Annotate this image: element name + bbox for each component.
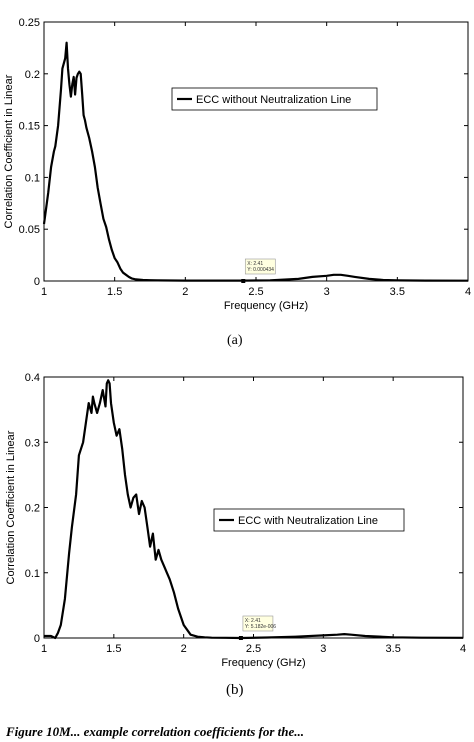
datatip-y-text: Y: 5.182e-006	[245, 624, 276, 630]
series-line-0	[42, 41, 469, 282]
datatip-box	[244, 258, 276, 275]
x-tick-label: 1	[41, 286, 47, 298]
legend-entry: ECC with Neutralization Line	[238, 515, 378, 527]
datatip-marker	[241, 279, 246, 283]
datatip-x-text: X: 2.41	[245, 618, 261, 624]
x-tick-label: 2.5	[246, 643, 261, 655]
y-axis-label: Correlation Coefficient in Linear	[3, 74, 15, 228]
x-tick-label: 3.5	[390, 286, 405, 298]
y-tick-label: 0.05	[19, 224, 40, 236]
plot-frame	[43, 21, 469, 282]
datatip-box	[242, 615, 274, 632]
x-tick-label: 2	[181, 643, 187, 655]
chart-panel-a: 1 1.5 2 2.5 3 3.5 4 0 0.05 0.1 0.15 0.2 0.25 Frequenc…	[3, 17, 471, 312]
x-axis-label: Frequency (GHz)	[224, 300, 308, 312]
series-line-0	[44, 379, 464, 640]
x-tick-label: 1.5	[107, 286, 122, 298]
y-tick-label: 0.2	[25, 69, 40, 81]
x-tick-label: 3.5	[386, 643, 401, 655]
y-tick-label: 0.25	[19, 17, 40, 29]
x-axis-label: Frequency (GHz)	[221, 657, 305, 669]
y-tick-label: 0.3	[25, 437, 40, 449]
x-tick-label: 1	[41, 643, 47, 655]
datatip-marker	[238, 636, 243, 640]
x-tick-label: 4	[465, 286, 471, 298]
y-tick-label: 0	[34, 276, 40, 288]
legend-box	[213, 508, 405, 532]
datatip-x-text: X: 2.41	[247, 261, 263, 267]
y-tick-label: 0.1	[25, 568, 40, 580]
y-axis-label: Correlation Coefficient in Linear	[5, 430, 17, 584]
y-tick-label: 0	[34, 633, 40, 645]
chart-panel-b: 1 1.5 2 2.5 3 3.5 4 0 0.1 0.2 0.3 0.4 Frequency (GHz…	[5, 372, 466, 669]
legend-box	[171, 87, 378, 111]
x-tick-label: 3	[320, 643, 326, 655]
y-tick-label: 0.15	[19, 121, 40, 133]
x-tick-label: 2	[182, 286, 188, 298]
x-tick-label: 2.5	[248, 286, 263, 298]
plot-frame	[43, 376, 464, 639]
datatip-y-text: Y: 0.000434	[247, 267, 274, 273]
x-tick-label: 3	[324, 286, 330, 298]
y-tick-label: 0.4	[25, 372, 40, 384]
y-tick-label: 0.1	[25, 172, 40, 184]
legend-entry: ECC without Neutralization Line	[196, 94, 351, 106]
panel-label-a: (a)	[227, 333, 243, 348]
x-tick-label: 4	[460, 643, 466, 655]
panel-label-b: (b)	[226, 682, 244, 698]
figure-caption: Figure 10M... example correlation coeffi…	[6, 724, 305, 739]
y-tick-label: 0.2	[25, 503, 40, 515]
x-tick-label: 1.5	[106, 643, 121, 655]
